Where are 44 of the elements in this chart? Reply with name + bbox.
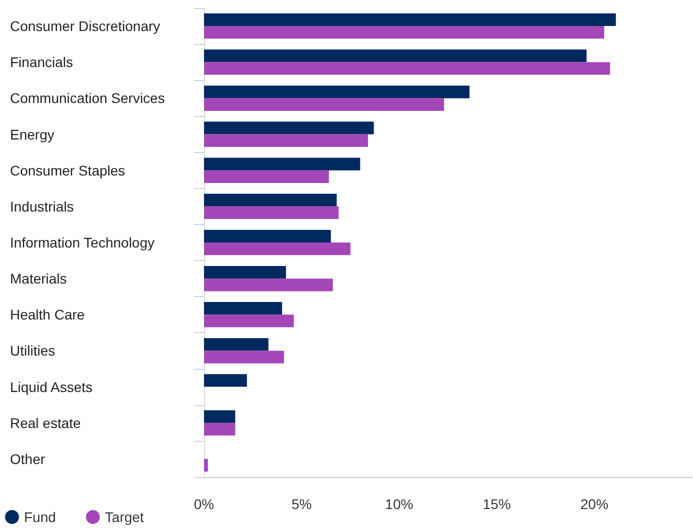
x-tick-label: 15% — [482, 496, 511, 512]
bar — [204, 26, 604, 39]
x-tick-label: 20% — [580, 496, 608, 512]
bar — [204, 13, 616, 26]
bar — [204, 242, 350, 256]
bar — [204, 338, 268, 351]
bar — [204, 302, 282, 315]
bar — [204, 170, 329, 183]
bar — [204, 314, 294, 328]
y-tick-label: Liquid Assets — [10, 378, 92, 395]
y-tick-label: Materials — [10, 270, 67, 287]
bar — [204, 158, 360, 170]
x-tick-label: 10% — [385, 496, 414, 512]
y-tick-label: Consumer Discretionary — [10, 18, 160, 34]
bar — [204, 194, 337, 206]
bar — [204, 230, 331, 242]
bar — [204, 134, 368, 147]
y-tick-label: Real estate — [10, 414, 82, 431]
bar — [204, 374, 247, 387]
y-tick-label: Other — [10, 450, 46, 467]
y-tick-label: Consumer Staples — [10, 162, 126, 178]
bar — [204, 49, 587, 62]
bar — [204, 86, 470, 98]
x-tick-label: 5% — [291, 496, 312, 512]
y-tick-label: Energy — [10, 126, 54, 142]
bar — [204, 410, 236, 423]
bar — [204, 422, 236, 436]
bar — [204, 206, 339, 220]
bar — [204, 278, 333, 292]
x-tick-label: 0% — [194, 496, 214, 512]
legend-label: Fund — [24, 509, 56, 525]
bar — [204, 458, 208, 472]
bar — [204, 350, 284, 364]
y-tick-label: Financials — [10, 54, 74, 70]
legend-label: Target — [104, 509, 144, 525]
y-tick-label: Utilities — [10, 342, 56, 359]
y-tick-label: Health Care — [10, 306, 85, 323]
y-tick-label: Industrials — [10, 198, 74, 214]
y-tick-label: Communication Services — [10, 90, 165, 106]
y-tick-label: Information Technology — [10, 234, 154, 250]
bar — [204, 62, 610, 75]
bar — [204, 98, 444, 111]
bar — [204, 122, 374, 134]
bar — [204, 266, 286, 279]
